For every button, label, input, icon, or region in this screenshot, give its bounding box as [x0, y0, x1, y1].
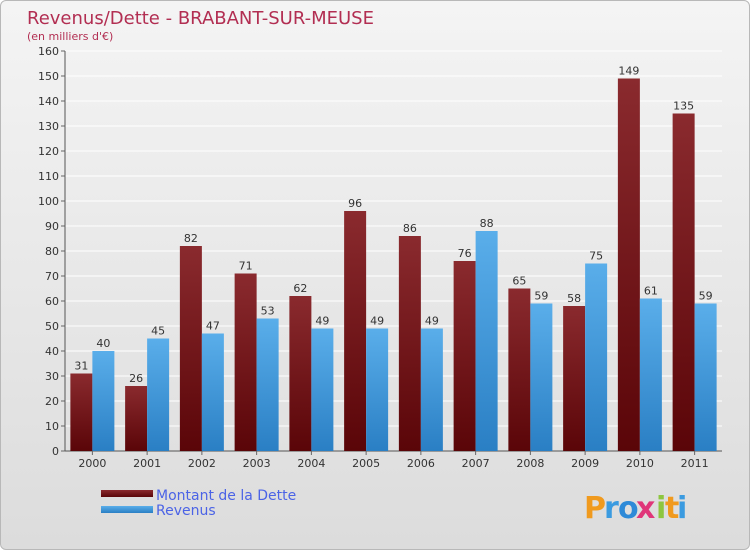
- y-tick-label: 150: [38, 70, 59, 83]
- y-tick-label: 40: [45, 345, 59, 358]
- bar-revenus: [311, 328, 334, 451]
- logo-letter: t: [665, 491, 679, 526]
- legend-label-dette: Montant de la Dette: [156, 488, 296, 504]
- bar-dette: [398, 236, 421, 451]
- data-label: 31: [74, 360, 88, 373]
- y-tick-label: 30: [45, 370, 59, 383]
- x-tick-label: 2008: [516, 457, 544, 470]
- legend: Montant de la Dette Revenus: [101, 488, 296, 519]
- data-label: 58: [567, 292, 581, 305]
- x-tick-label: 2010: [626, 457, 654, 470]
- x-tick-label: 2009: [571, 457, 599, 470]
- data-label: 86: [403, 222, 417, 235]
- data-label: 40: [96, 337, 110, 350]
- bar-dette: [234, 273, 257, 451]
- bar-revenus: [420, 328, 443, 451]
- x-tick-label: 2000: [78, 457, 106, 470]
- data-label: 75: [589, 250, 603, 263]
- x-tick-label: 2005: [352, 457, 380, 470]
- grid-layer: [65, 50, 722, 452]
- logo-letter: r: [604, 491, 619, 526]
- bar-dette: [508, 288, 531, 451]
- bar-revenus: [366, 328, 389, 451]
- bar-dette: [125, 386, 148, 451]
- data-label: 65: [512, 275, 526, 288]
- data-label: 71: [239, 260, 253, 273]
- y-tick-label: 110: [38, 170, 59, 183]
- data-label: 59: [699, 290, 713, 303]
- bar-revenus: [147, 338, 170, 451]
- y-tick-label: 50: [45, 320, 59, 333]
- value-labels-layer: 31 40 26 45 82 47 71 53 62 49 96 49 86 49 76 88 65 59 58 75…: [74, 65, 712, 386]
- logo-letter: x: [636, 491, 655, 526]
- data-label: 49: [425, 315, 439, 328]
- data-label: 82: [184, 232, 198, 245]
- data-label: 59: [534, 290, 548, 303]
- logo-letter: o: [618, 491, 639, 526]
- x-tick-label: 2001: [133, 457, 161, 470]
- bar-revenus: [92, 351, 115, 451]
- bar-dette: [617, 78, 640, 451]
- data-label: 45: [151, 325, 165, 338]
- bar-revenus: [585, 263, 608, 451]
- axis-layer: 0 10 20 30 40 50 60 70 80 90 100 110 120 130 140 150 160…: [38, 45, 722, 470]
- x-tick-label: 2004: [297, 457, 325, 470]
- data-label: 76: [458, 247, 472, 260]
- y-tick-label: 100: [38, 195, 59, 208]
- bar-revenus: [530, 303, 553, 451]
- data-label: 88: [480, 217, 494, 230]
- bar-revenus: [475, 231, 498, 451]
- y-tick-label: 10: [45, 420, 59, 433]
- bar-revenus: [256, 318, 279, 451]
- y-tick-label: 20: [45, 395, 59, 408]
- y-tick-label: 130: [38, 120, 59, 133]
- x-tick-label: 2003: [243, 457, 271, 470]
- y-tick-label: 120: [38, 145, 59, 158]
- data-label: 53: [261, 305, 275, 318]
- x-tick-label: 2002: [188, 457, 216, 470]
- y-tick-label: 90: [45, 220, 59, 233]
- bar-dette: [453, 261, 476, 451]
- bar-dette: [563, 306, 586, 451]
- x-tick-label: 2011: [681, 457, 709, 470]
- legend-label-revenus: Revenus: [156, 503, 216, 519]
- data-label: 47: [206, 320, 220, 333]
- y-tick-label: 80: [45, 245, 59, 258]
- data-label: 49: [315, 315, 329, 328]
- bar-revenus: [639, 298, 662, 451]
- x-tick-label: 2007: [462, 457, 490, 470]
- bar-dette: [289, 296, 312, 451]
- y-tick-label: 70: [45, 270, 59, 283]
- legend-swatch-dette: [101, 490, 153, 497]
- logo-letter: i: [677, 491, 687, 526]
- y-tick-label: 0: [52, 445, 59, 458]
- x-tick-label: 2006: [407, 457, 435, 470]
- chart-subtitle: (en milliers d'€): [27, 30, 113, 43]
- y-tick-label: 140: [38, 95, 59, 108]
- bar-revenus: [201, 333, 224, 451]
- data-label: 149: [618, 65, 639, 78]
- data-label: 62: [293, 282, 307, 295]
- data-label: 26: [129, 372, 143, 385]
- bar-dette: [179, 246, 202, 451]
- data-label: 135: [673, 100, 694, 113]
- logo-letter: P: [584, 491, 606, 526]
- bar-dette: [344, 211, 367, 451]
- proxiti-logo: Pr ox iti: [584, 491, 687, 526]
- legend-swatch-revenus: [101, 506, 153, 513]
- logo-letter: i: [656, 491, 666, 526]
- bars-layer: [70, 78, 717, 451]
- data-label: 49: [370, 315, 384, 328]
- bar-revenus: [694, 303, 717, 451]
- bar-dette: [70, 373, 93, 451]
- y-tick-label: 60: [45, 295, 59, 308]
- y-tick-label: 160: [38, 45, 59, 58]
- bar-dette: [672, 113, 695, 451]
- data-label: 96: [348, 197, 362, 210]
- chart-title: Revenus/Dette - BRABANT-SUR-MEUSE: [27, 8, 374, 29]
- data-label: 61: [644, 285, 658, 298]
